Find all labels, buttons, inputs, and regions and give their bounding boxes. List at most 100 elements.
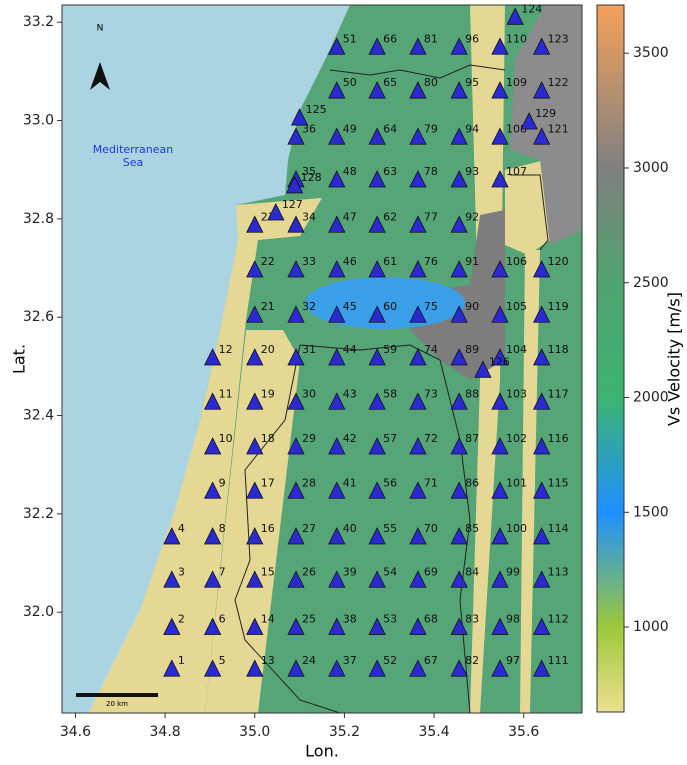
- x-axis-label: Lon.: [305, 742, 339, 761]
- station-label: 22: [261, 255, 275, 268]
- station-label: 7: [219, 565, 226, 578]
- station-label: 24: [302, 654, 316, 667]
- y-tick-label: 33.2: [23, 14, 54, 30]
- station-label: 93: [465, 165, 479, 178]
- station-label: 122: [548, 76, 569, 89]
- station-label: 12: [219, 343, 233, 356]
- station-label: 119: [548, 300, 569, 313]
- colorbar-tick-label: 3500: [633, 45, 669, 61]
- station-label: 112: [548, 612, 569, 625]
- station-label: 45: [343, 300, 357, 313]
- scale-bar: [76, 693, 158, 697]
- station-label: 104: [506, 343, 527, 356]
- station-label: 127: [282, 198, 303, 211]
- station-label: 54: [383, 565, 397, 578]
- station-label: 46: [343, 255, 357, 268]
- station-label: 121: [548, 122, 569, 135]
- y-tick-label: 32.0: [23, 604, 54, 620]
- station-label: 13: [261, 654, 275, 667]
- station-label: 28: [302, 476, 316, 489]
- station-label: 37: [343, 654, 357, 667]
- station-label: 48: [343, 165, 357, 178]
- station-label: 124: [521, 2, 542, 15]
- station-label: 1: [178, 654, 185, 667]
- station-label: 68: [424, 612, 438, 625]
- station-label: 40: [343, 522, 357, 535]
- station-label: 11: [219, 387, 233, 400]
- station-label: 100: [506, 522, 527, 535]
- station-label: 92: [465, 210, 479, 223]
- station-label: 67: [424, 654, 438, 667]
- station-label: 86: [465, 476, 479, 489]
- colorbar-tick-label: 1500: [633, 504, 669, 520]
- station-label: 58: [383, 387, 397, 400]
- station-label: 31: [302, 343, 316, 356]
- station-label: 19: [261, 387, 275, 400]
- station-label: 85: [465, 522, 479, 535]
- north-label: N: [97, 24, 104, 34]
- station-label: 9: [219, 476, 226, 489]
- station-label: 109: [506, 76, 527, 89]
- station-label: 97: [506, 654, 520, 667]
- station-label: 87: [465, 432, 479, 445]
- station-label: 38: [343, 612, 357, 625]
- station-label: 128: [301, 171, 322, 184]
- station-label: 129: [535, 107, 556, 120]
- station-label: 50: [343, 76, 357, 89]
- station-label: 42: [343, 432, 357, 445]
- station-label: 60: [383, 300, 397, 313]
- station-label: 65: [383, 76, 397, 89]
- station-label: 51: [343, 32, 357, 45]
- station-label: 69: [424, 565, 438, 578]
- station-label: 30: [302, 387, 316, 400]
- station-label: 70: [424, 522, 438, 535]
- y-tick-label: 32.4: [23, 408, 54, 424]
- station-label: 123: [548, 32, 569, 45]
- station-label: 3: [178, 565, 185, 578]
- station-label: 25: [302, 612, 316, 625]
- station-label: 49: [343, 122, 357, 135]
- x-tick-label: 35.0: [239, 724, 270, 740]
- station-label: 79: [424, 122, 438, 135]
- station-label: 47: [343, 210, 357, 223]
- station-label: 55: [383, 522, 397, 535]
- station-label: 52: [383, 654, 397, 667]
- station-label: 5: [219, 654, 226, 667]
- x-tick-label: 34.8: [150, 724, 181, 740]
- y-tick-label: 32.8: [23, 211, 54, 227]
- station-label: 96: [465, 32, 479, 45]
- station-label: 115: [548, 476, 569, 489]
- station-label: 103: [506, 387, 527, 400]
- station-label: 81: [424, 32, 438, 45]
- station-label: 84: [465, 565, 479, 578]
- station-label: 72: [424, 432, 438, 445]
- station-label: 14: [261, 612, 275, 625]
- station-label: 110: [506, 32, 527, 45]
- station-label: 101: [506, 476, 527, 489]
- station-label: 39: [343, 565, 357, 578]
- station-label: 2: [178, 612, 185, 625]
- station-label: 6: [219, 612, 226, 625]
- station-label: 114: [548, 522, 569, 535]
- station-label: 113: [548, 565, 569, 578]
- station-label: 94: [465, 122, 479, 135]
- station-label: 32: [302, 300, 316, 313]
- station-label: 102: [506, 432, 527, 445]
- station-label: 8: [219, 522, 226, 535]
- station-label: 98: [506, 612, 520, 625]
- colorbar-label: Vs Velocity [m/s]: [665, 292, 684, 426]
- station-label: 99: [506, 565, 520, 578]
- station-label: 89: [465, 343, 479, 356]
- station-label: 71: [424, 476, 438, 489]
- station-label: 16: [261, 522, 275, 535]
- station-label: 56: [383, 476, 397, 489]
- station-label: 83: [465, 612, 479, 625]
- station-label: 62: [383, 210, 397, 223]
- colorbar-tick-label: 2000: [633, 390, 669, 406]
- y-tick-label: 32.2: [23, 506, 54, 522]
- station-label: 66: [383, 32, 397, 45]
- station-label: 111: [548, 654, 569, 667]
- station-label: 88: [465, 387, 479, 400]
- station-label: 80: [424, 76, 438, 89]
- station-label: 29: [302, 432, 316, 445]
